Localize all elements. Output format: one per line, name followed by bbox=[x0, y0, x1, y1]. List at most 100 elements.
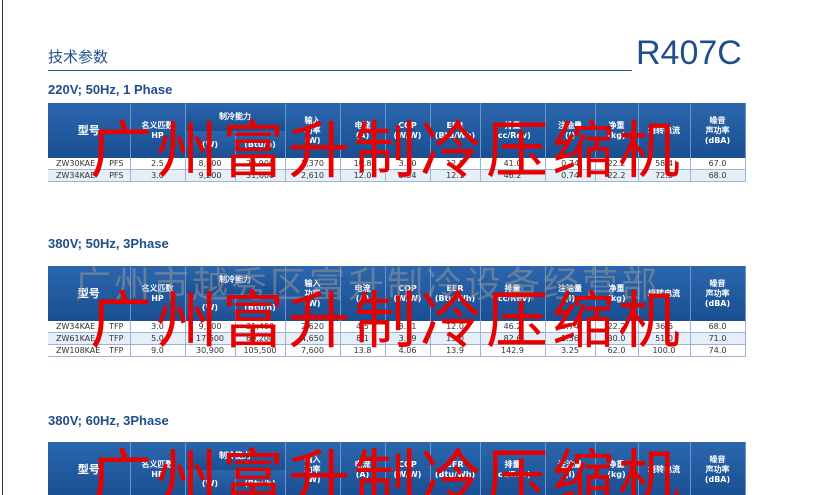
header-cell: 名义匹数 HP bbox=[130, 442, 186, 495]
data-cell: 71.0 bbox=[690, 332, 746, 345]
header-cell: COP (W/W) bbox=[385, 103, 431, 158]
header-row: (W) (Btu/h) bbox=[48, 294, 745, 321]
header-cell: EER (Btu/Wh) bbox=[430, 103, 481, 158]
data-cell: 62.0 bbox=[595, 344, 639, 357]
header-cell: 制冷能力 bbox=[185, 442, 286, 470]
data-cell: PFS bbox=[103, 169, 131, 182]
data-cell: 3.0 bbox=[130, 169, 186, 182]
header-cell: 电流 (A) bbox=[340, 103, 386, 158]
data-cell: 13.8 bbox=[340, 344, 386, 357]
header-line: EER bbox=[446, 120, 464, 130]
header-line: (W/W) bbox=[393, 130, 422, 140]
header-line: (Btu/Wh) bbox=[434, 130, 476, 140]
header-line: 电流 bbox=[354, 459, 371, 469]
header-line: (dBA) bbox=[704, 298, 731, 308]
header-line: 堵转电流 bbox=[648, 288, 680, 298]
header-line: (cc/Rev) bbox=[494, 469, 531, 479]
header-line: (W/W) bbox=[393, 293, 422, 303]
header-cell: (Btu/h) bbox=[235, 131, 286, 158]
data-cell: 3.54 bbox=[385, 169, 431, 182]
data-cell: ZW108KAE bbox=[48, 344, 103, 357]
data-cell: 0.74 bbox=[545, 321, 596, 333]
header-line: 输入 bbox=[304, 278, 321, 288]
header-cell: 电流 (A) bbox=[340, 442, 386, 495]
watermark-red: 广州富升制冷压缩机 bbox=[90, 284, 685, 357]
data-cell: 36.6 bbox=[638, 321, 691, 333]
header-cell: 排量 (cc/Rev) bbox=[480, 442, 546, 495]
header-cell: 排量 (cc/Rev) bbox=[480, 103, 546, 158]
data-row: ZW108KAE TFP 9.0 30,900 105,500 7,600 13.8 4.06… bbox=[48, 344, 746, 357]
header-line: 噪音 bbox=[709, 454, 726, 464]
data-cell: 1.36 bbox=[545, 332, 596, 345]
header-line: (cc/Rev) bbox=[494, 130, 531, 140]
data-cell: 3.79 bbox=[385, 332, 431, 345]
data-cell: 30,900 bbox=[185, 344, 236, 357]
header-line: (W) bbox=[304, 298, 321, 308]
header-cell: (W) bbox=[185, 294, 236, 321]
data-cell: 68.0 bbox=[690, 169, 746, 182]
data-cell: 22.2 bbox=[595, 321, 639, 333]
header-line: (A) bbox=[355, 130, 370, 140]
header-cell: 输入 功率 (W) bbox=[285, 266, 341, 321]
header-line: (l) bbox=[564, 293, 576, 303]
spec-table: 型号 名义匹数 HP 制冷能力 输入 功率 (W) 电流 (A) COP (W/W) EER (Btu/… bbox=[48, 103, 746, 182]
header-line: (dBA) bbox=[704, 474, 731, 484]
header-cell: 净重 (kg) bbox=[595, 103, 639, 158]
data-cell: 72.5 bbox=[638, 169, 691, 182]
data-cell: 12.8 bbox=[430, 158, 481, 170]
header-cell: 堵转电流 bbox=[638, 266, 691, 321]
header-line: 注油量 bbox=[558, 283, 582, 293]
data-cell: 46.2 bbox=[480, 169, 546, 182]
header-line: HP bbox=[151, 130, 164, 140]
data-cell: 9,200 bbox=[185, 169, 236, 182]
header-cell: 制冷能力 bbox=[185, 103, 286, 131]
data-row: ZW30KAE PFS 2.5 8,800 29,900 2,370 10.8 3.70 12.… bbox=[48, 158, 746, 170]
data-cell: PFS bbox=[103, 158, 131, 170]
header-cell: (W) bbox=[185, 131, 236, 158]
header-cell: 噪音 声功率 (dBA) bbox=[690, 442, 746, 495]
header-line: HP bbox=[151, 469, 164, 479]
header-cell: 名义匹数 HP bbox=[130, 266, 186, 321]
data-cell: 4.5 bbox=[340, 321, 386, 333]
data-cell: 4.06 bbox=[385, 344, 431, 357]
header-line: 功率 bbox=[304, 464, 321, 474]
header-line: (l) bbox=[564, 130, 576, 140]
data-cell: 0.74 bbox=[545, 158, 596, 170]
data-cell: 60,200 bbox=[235, 332, 286, 345]
header-line: 电流 bbox=[354, 283, 371, 293]
title: 技术参数 bbox=[48, 48, 109, 66]
header-line: 输入 bbox=[304, 115, 321, 125]
header-line: COP bbox=[398, 459, 417, 469]
header-line: (Btu/Wh) bbox=[434, 293, 476, 303]
header-line: 声功率 bbox=[705, 464, 730, 474]
header-line: 功率 bbox=[304, 288, 321, 298]
header-line: 声功率 bbox=[705, 125, 730, 135]
data-cell: 30.0 bbox=[595, 332, 639, 345]
data-cell: 100.0 bbox=[638, 344, 691, 357]
header-cell: 净重 (kg) bbox=[595, 442, 639, 495]
header-cell: 名义匹数 HP bbox=[130, 103, 186, 158]
data-cell: 105,500 bbox=[235, 344, 286, 357]
data-cell: 10.8 bbox=[340, 158, 386, 170]
data-cell: 82.6 bbox=[480, 332, 546, 345]
header-line: (Btu/Wh) bbox=[434, 469, 476, 479]
data-cell: 31,400 bbox=[235, 321, 286, 333]
header-cell: 电流 (A) bbox=[340, 266, 386, 321]
header-line: (dBA) bbox=[704, 135, 731, 145]
data-cell: 46.2 bbox=[480, 321, 546, 333]
data-cell: 12.1 bbox=[430, 169, 481, 182]
section-label: 220V; 50Hz, 1 Phase bbox=[48, 82, 173, 97]
header-line: 噪音 bbox=[709, 115, 726, 125]
data-cell: 67.0 bbox=[690, 158, 746, 170]
header-cell: 注油量 (l) bbox=[545, 266, 596, 321]
header-line: EER bbox=[446, 459, 464, 469]
data-cell: 3.51 bbox=[385, 321, 431, 333]
data-cell: 68.0 bbox=[690, 321, 746, 333]
data-cell: ZW34KAE bbox=[48, 169, 103, 182]
page-edge bbox=[2, 0, 3, 495]
header-line: 电流 bbox=[354, 120, 371, 130]
spec-table: 型号 名义匹数 HP 制冷能力 输入 功率 (W) 电流 (A) COP (W/W) EER (Btu/… bbox=[48, 442, 746, 495]
data-cell: 41.0 bbox=[480, 158, 546, 170]
header-line: (kg) bbox=[607, 469, 626, 479]
data-cell: 2,620 bbox=[285, 321, 341, 333]
